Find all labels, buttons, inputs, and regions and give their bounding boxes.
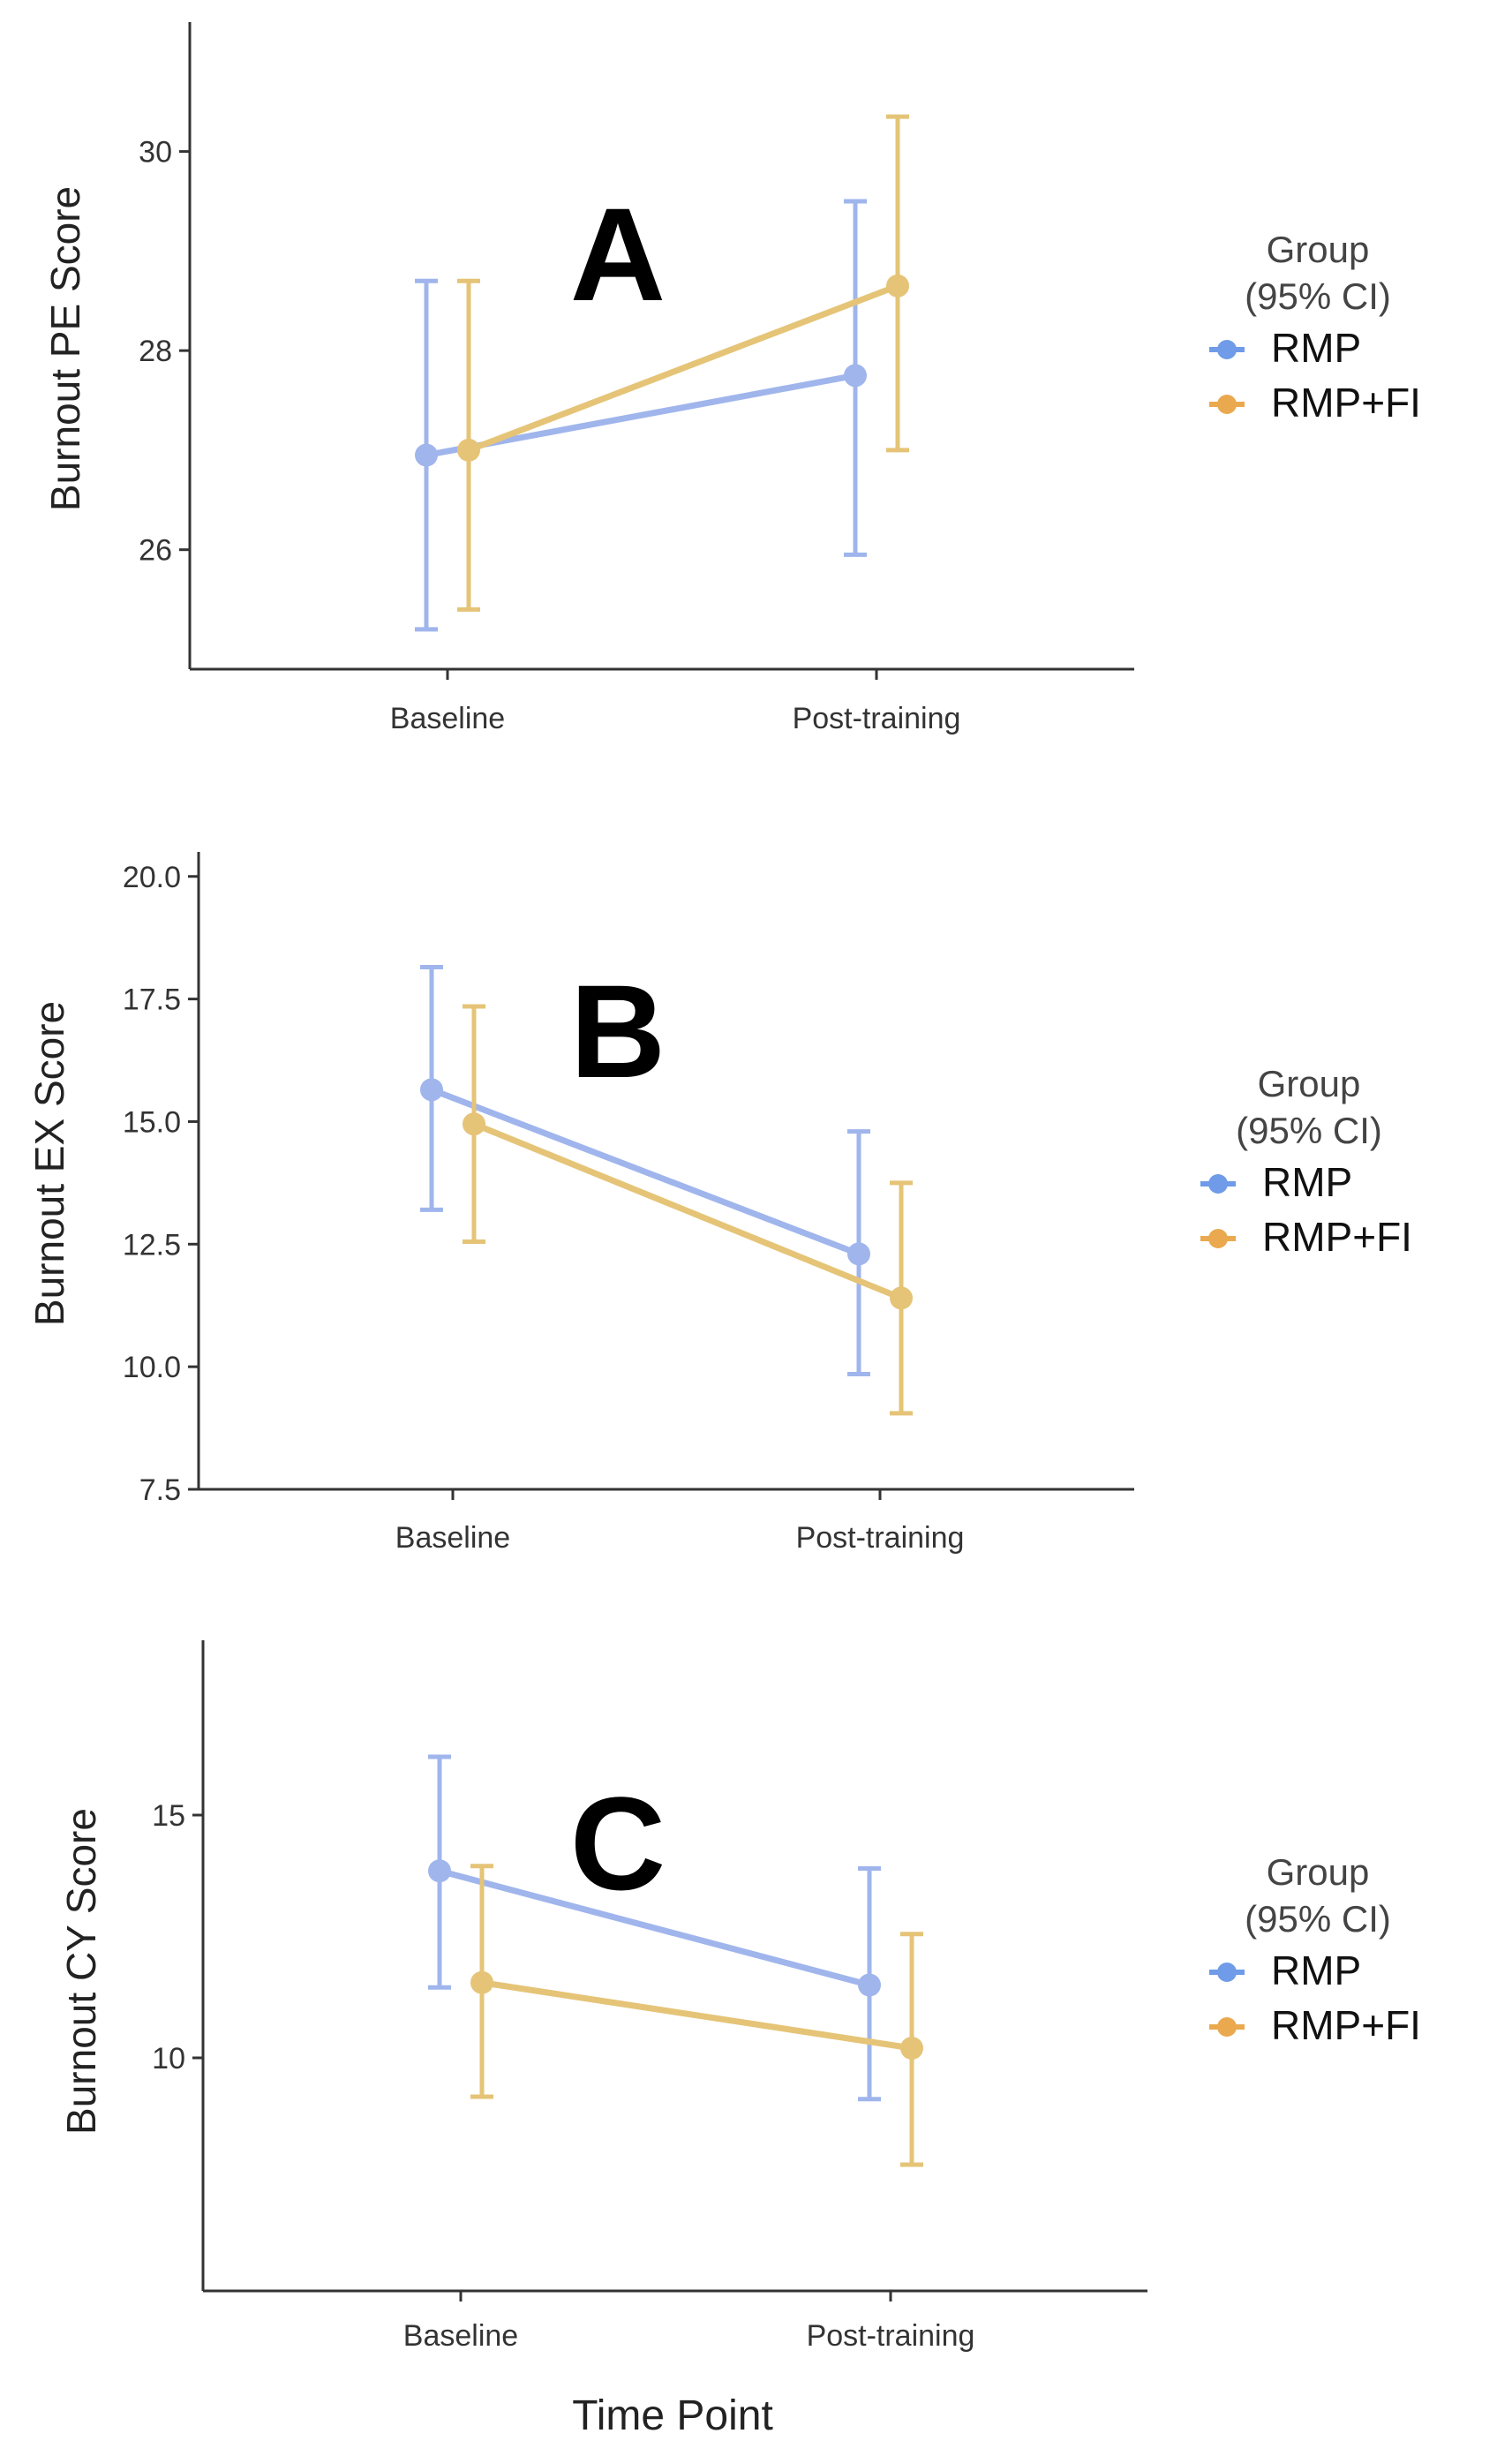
y-tick-label: 7.5 <box>139 1473 181 1507</box>
y-tick-label: 28 <box>139 335 172 368</box>
series-line <box>467 283 899 454</box>
data-point <box>420 1078 443 1102</box>
x-tick-label: Baseline <box>390 702 505 735</box>
series-rmp <box>428 1754 881 2102</box>
y-tick-label: 17.5 <box>123 983 181 1017</box>
legend-entry-label: RMP+FI <box>1271 2002 1421 2048</box>
legend-entry-label: RMP <box>1271 325 1361 371</box>
legend-key-dot <box>1208 1229 1228 1248</box>
x-tick-label: Baseline <box>403 2319 518 2353</box>
legend-key-dot <box>1217 395 1237 414</box>
y-axis-label: Burnout PE Score <box>42 186 88 511</box>
data-point <box>858 1973 881 1997</box>
y-axis-label: Burnout CY Score <box>58 1808 104 2135</box>
chart-panel-c: 10 15 Baseline Post-training Burnout CY Scor… <box>58 1640 1421 2353</box>
data-point <box>463 1112 485 1136</box>
legend-key-dot <box>1217 1963 1237 1982</box>
y-tick-label: 15.0 <box>123 1105 181 1139</box>
x-tick-label: Post-training <box>796 1521 965 1555</box>
y-tick-label: 10.0 <box>123 1351 181 1384</box>
legend-key-dot <box>1208 1174 1228 1194</box>
y-axis-label: Burnout EX Score <box>26 1001 72 1326</box>
x-tick-label: Baseline <box>395 1521 510 1555</box>
chart-panel-b: 7.5 10.0 12.5 15.0 17.5 20.0 Baseline Post-trai… <box>26 852 1412 1555</box>
legend: Group (95% CI) RMP RMP+FI <box>1200 1063 1412 1260</box>
legend-title: Group <box>1267 1851 1370 1893</box>
series-rmp <box>420 965 870 1376</box>
data-point <box>890 1286 913 1310</box>
y-tick-label: 26 <box>139 534 172 568</box>
series-line <box>439 1867 870 1988</box>
x-axis-label: Time Point <box>572 2392 773 2439</box>
data-point <box>900 2037 923 2060</box>
series-line <box>472 1120 903 1301</box>
legend-entry-label: RMP+FI <box>1262 1214 1412 1260</box>
x-tick-label: Post-training <box>793 702 961 735</box>
data-point <box>847 1242 870 1266</box>
y-tick-label: 10 <box>152 2042 185 2076</box>
y-tick-label: 12.5 <box>123 1228 181 1262</box>
legend: Group (95% CI) RMP RMP+FI <box>1209 229 1421 426</box>
panel-letter: C <box>570 1769 666 1917</box>
legend-subtitle: (95% CI) <box>1245 275 1391 317</box>
x-tick-label: Post-training <box>807 2319 975 2353</box>
panel-letter: A <box>570 180 666 328</box>
legend-entry-label: RMP+FI <box>1271 380 1421 426</box>
data-point <box>886 274 909 298</box>
data-point <box>415 443 438 467</box>
legend-key-dot <box>1217 340 1237 359</box>
series-rmp-fi <box>463 1004 913 1416</box>
legend-entry-label: RMP <box>1262 1159 1352 1205</box>
y-tick-label: 15 <box>152 1799 185 1833</box>
series-rmp-fi <box>470 1864 923 2167</box>
data-point <box>470 1970 493 1994</box>
y-tick-label: 20.0 <box>123 861 181 894</box>
legend-subtitle: (95% CI) <box>1245 1898 1391 1940</box>
legend-subtitle: (95% CI) <box>1236 1110 1382 1151</box>
series-line <box>481 1979 913 2052</box>
chart-panel-a: 26 28 30 Baseline Post-training Burnout PE Sc… <box>42 22 1421 735</box>
y-tick-label: 30 <box>139 136 172 170</box>
panel-letter: B <box>570 957 666 1105</box>
legend-key-dot <box>1217 2017 1237 2037</box>
data-point <box>457 438 480 462</box>
series-rmp-fi <box>457 114 909 612</box>
legend-title: Group <box>1258 1063 1361 1104</box>
legend: Group (95% CI) RMP RMP+FI <box>1209 1851 1421 2048</box>
data-point <box>428 1859 451 1883</box>
legend-entry-label: RMP <box>1271 1947 1361 1993</box>
data-point <box>844 364 867 388</box>
legend-title: Group <box>1267 229 1370 270</box>
series-line <box>430 1087 861 1257</box>
